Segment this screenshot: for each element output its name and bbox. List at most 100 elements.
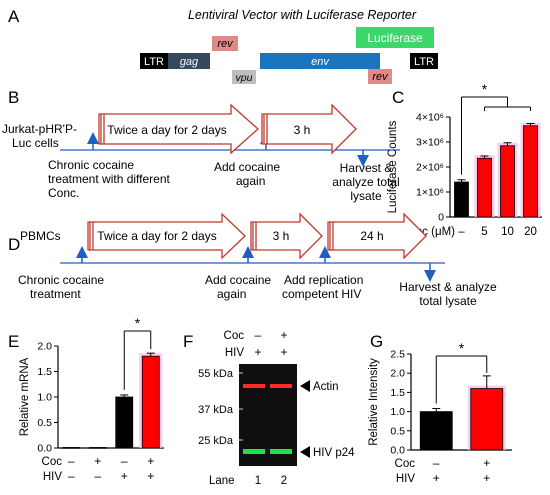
env-box [260, 53, 380, 69]
chart-c-significance: * [482, 81, 488, 97]
blot-mw-25: 25 kDa [198, 435, 234, 447]
chart-e-y-tick-label: 0.5 [37, 417, 52, 429]
step-arrow-d-3 [327, 212, 427, 260]
blot-arrowhead-p24 [300, 446, 310, 458]
chart-g-row-label: HIV [396, 473, 416, 485]
chart-e-y-axis-label: Relative mRNA [19, 357, 31, 436]
blot-hiv-label: HIV [225, 347, 245, 359]
cells-b-line1: Jurkat-pHR'P- [2, 122, 77, 136]
chart-e-x-tick-label: – [121, 454, 128, 468]
chart-e-x-tick-label: – [68, 469, 75, 483]
gag-label: gag [180, 56, 199, 68]
env-label: env [311, 56, 330, 68]
chart-c-bar [523, 125, 538, 218]
chart-g-x-tick-label: + [433, 471, 440, 485]
chart-e-x-tick-label: – [94, 469, 101, 483]
chart-g-bar [470, 388, 504, 451]
chart-e-bar [88, 447, 107, 449]
panel-label-c: C [392, 88, 404, 107]
step-arrow-d-1 [87, 212, 246, 260]
blot-lane-label: Lane [209, 475, 235, 487]
chart-g-y-tick-label: 0.0 [390, 445, 405, 457]
blot-coc-label: Coc [224, 330, 245, 342]
chart-e-y-tick-label: 0.0 [37, 443, 52, 455]
chart-e-x-tick-label: – [68, 454, 75, 468]
chart-g-y-axis-label: Relative Intensity [368, 358, 380, 446]
panel-label-b: B [8, 88, 19, 107]
chart-e-x-tick-label: + [147, 454, 154, 468]
vector-title: Lentiviral Vector with Luciferase Report… [188, 8, 417, 22]
chart-e-y-tick-label: 1.0 [37, 392, 52, 404]
blot-arrowhead-actin [300, 380, 310, 392]
ltr-left-label: LTR [144, 56, 164, 68]
add-d-line2: again [217, 287, 246, 301]
blot-hiv-lane2: + [280, 345, 287, 359]
ltr-right-label: LTR [414, 56, 434, 68]
chart-g-x-tick-label: + [483, 471, 490, 485]
chart-c-y-tick-label: 0 [438, 212, 444, 224]
chart-c-y-tick-label: 1×10⁶ [416, 187, 444, 199]
panel-label-a: A [8, 7, 20, 26]
blot-band-actin-lane1 [243, 384, 265, 388]
blot-lane-1: 1 [255, 475, 261, 487]
chart-c-x-tick-label: 20 [524, 226, 537, 238]
ltr-right-box [410, 53, 438, 69]
blot-mw-37: 37 kDa [198, 404, 234, 416]
step-arrow-b-1 [98, 103, 259, 155]
chart-c-y-tick-label: 2×10⁶ [416, 162, 444, 174]
rev-bottom-box [368, 69, 392, 84]
add-b-line1: Add cocaine [214, 160, 280, 174]
add-b-line2: again [236, 174, 265, 188]
harvest-b-line1: Harvest & [340, 161, 393, 175]
chart-g-y-tick-label: 0.5 [390, 425, 405, 437]
blot-hiv-lane1: + [254, 345, 261, 359]
chart-g-bar [419, 411, 453, 451]
chart-c-y-axis-label: Luciferase Counts [387, 120, 399, 213]
blot-band-p24-label: HIV p24 [313, 447, 355, 459]
chart-g-significance: * [459, 340, 465, 356]
chart-g-y-tick-label: 1.0 [390, 406, 405, 418]
step-b-2-label: 3 h [294, 123, 311, 137]
rev-top-label: rev [217, 38, 234, 50]
step-d-2-label: 3 h [273, 229, 290, 243]
chronic-b-line2: treatment with different [48, 172, 171, 186]
step-b-1-label: Twice a day for 2 days [107, 123, 226, 137]
harvest-d-line2: total lysate [419, 294, 477, 308]
harvest-d-line1: Harvest & analyze [399, 280, 497, 294]
chart-c: 0 1×10⁶ 2×10⁶ 3×10⁶ 4×10⁶ Luciferase Counts – 5… [387, 81, 542, 238]
blot-band-p24-lane2 [270, 449, 292, 454]
blot-coc-lane1: – [255, 328, 262, 342]
step-d-3-label: 24 h [360, 229, 383, 243]
step-arrow-d-2 [250, 212, 323, 260]
chart-e-bar [115, 396, 134, 449]
rev-bottom-label: rev [372, 71, 389, 83]
blot-coc-lane2: + [280, 328, 287, 342]
chronic-b-line1: Chronic cocaine [48, 158, 134, 172]
blot-band-actin-label: Actin [313, 381, 339, 393]
harvest-b-line3: lysate [350, 189, 382, 203]
panel-label-d: D [8, 235, 20, 254]
chart-c-bar [477, 157, 492, 218]
chart-e-bar [62, 447, 81, 449]
rev-top-box [212, 36, 238, 51]
repl-d-line2: competent HIV [282, 287, 361, 301]
chart-e-y-tick-label: 1.5 [37, 366, 52, 378]
cells-b-line2: Luc cells [12, 136, 59, 150]
chart-e-x-tick-label: + [94, 454, 101, 468]
chart-g-x-tick-label: – [433, 456, 440, 470]
add-d-line1: Add cocaine [205, 273, 271, 287]
chart-e-significance: * [135, 315, 141, 331]
repl-d-line1: Add replication [284, 273, 363, 287]
chart-e-x-tick-label: + [121, 469, 128, 483]
chart-c-x-tick-label: 5 [481, 226, 487, 238]
panel-label-f: F [183, 332, 193, 351]
chart-c-y-tick-label: 4×10⁶ [416, 112, 444, 124]
chart-c-bar [500, 145, 515, 218]
blot-band-p24-lane1 [243, 449, 265, 454]
ltr-left-box [140, 53, 168, 69]
blot-lane-2: 2 [281, 475, 287, 487]
cells-d-label: PBMCs [20, 229, 61, 243]
harvest-b-line2: analyze total [332, 175, 399, 189]
